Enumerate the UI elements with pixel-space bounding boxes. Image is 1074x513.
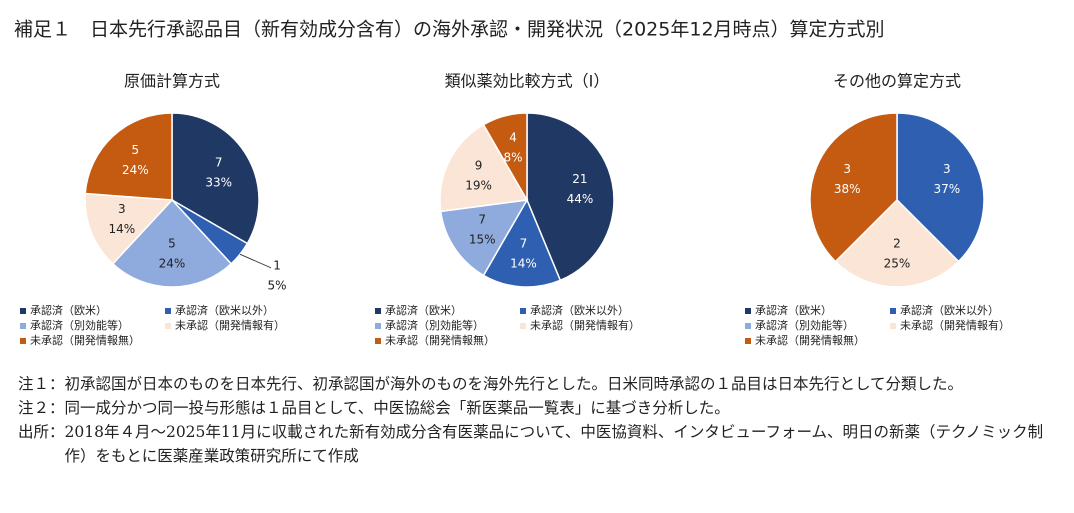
note: 出所： 2018年４月～2025年11月に収載された新有効成分含有医薬品について、… bbox=[18, 420, 1063, 468]
value-label: 7 bbox=[215, 156, 223, 170]
pie-slice bbox=[809, 112, 898, 263]
chart-title: 類似薬効比較方式（Ⅰ） bbox=[445, 72, 610, 91]
legend-label: 承認済（欧米） bbox=[385, 303, 462, 317]
legend-label: 承認済（欧米以外） bbox=[530, 303, 629, 317]
value-label: 2 bbox=[893, 236, 901, 250]
legend-label: 承認済（別効能等） bbox=[385, 318, 484, 332]
legend-label: 未承認（開発情報無） bbox=[755, 333, 865, 347]
percent-label: 8% bbox=[504, 150, 523, 164]
legend-marker bbox=[20, 338, 26, 344]
percent-label: 14% bbox=[510, 256, 537, 270]
percent-label: 14% bbox=[108, 222, 135, 236]
chart-area: 補足１ 日本先行承認品目（新有効成分含有）の海外承認・開発状況（2025年12月… bbox=[14, 19, 1010, 348]
percent-label: 37% bbox=[933, 182, 960, 196]
legend-label: 未承認（開発情報無） bbox=[30, 333, 140, 347]
pie-slice bbox=[171, 112, 260, 245]
legend-label: 未承認（開発情報有） bbox=[900, 318, 1010, 332]
percent-label: 44% bbox=[567, 192, 594, 206]
value-label: 3 bbox=[943, 162, 951, 176]
note-label: 注１： bbox=[18, 375, 65, 393]
legend-label: 未承認（開発情報有） bbox=[175, 318, 285, 332]
percent-label: 33% bbox=[205, 176, 232, 190]
value-label: 9 bbox=[475, 159, 483, 173]
pie-slice bbox=[84, 112, 173, 201]
legend-marker bbox=[20, 308, 26, 314]
legend-label: 承認済（別効能等） bbox=[30, 318, 129, 332]
value-label: 5 bbox=[168, 236, 176, 250]
pie-slice bbox=[834, 198, 960, 288]
note-label: 出所： bbox=[18, 423, 65, 441]
percent-label: 38% bbox=[834, 182, 861, 196]
legend-label: 承認済（欧米） bbox=[30, 303, 107, 317]
legend-marker bbox=[165, 323, 171, 329]
pie-slice bbox=[84, 192, 174, 265]
percent-label: 19% bbox=[465, 179, 492, 193]
note: 注２： 同一成分かつ同一投与形態は１品目として、中医協総会「新医薬品一覧表」に基づ… bbox=[18, 396, 1063, 420]
value-label: 21 bbox=[572, 172, 587, 186]
chart-title: その他の算定方式 bbox=[833, 72, 961, 91]
note-text: 初承認国が日本のものを日本先行、初承認国が海外のものを海外先行とした。日米同時承… bbox=[64, 375, 964, 393]
value-label: 5 bbox=[131, 143, 139, 157]
value-label: 3 bbox=[118, 202, 126, 216]
value-label: 3 bbox=[843, 162, 851, 176]
pie-slice bbox=[896, 112, 985, 263]
legend-label: 未承認（開発情報無） bbox=[385, 333, 495, 347]
legend-marker bbox=[890, 323, 896, 329]
legend-marker bbox=[520, 323, 526, 329]
note-text: 2018年４月～2025年11月に収載された新有効成分含有医薬品について、中医協… bbox=[64, 423, 1044, 465]
percent-label: 25% bbox=[884, 256, 911, 270]
pie-slice bbox=[526, 112, 615, 282]
legend-label: 承認済（別効能等） bbox=[755, 318, 854, 332]
pie-slice bbox=[111, 198, 233, 288]
legend-marker bbox=[375, 338, 381, 344]
legend-marker bbox=[375, 308, 381, 314]
value-label: 7 bbox=[478, 212, 486, 226]
legend-marker bbox=[520, 308, 526, 314]
note: 注１： 初承認国が日本のものを日本先行、初承認国が海外のものを海外先行とした。日米… bbox=[18, 372, 1063, 396]
leader-line bbox=[239, 253, 272, 269]
chart-title: 原価計算方式 bbox=[124, 72, 220, 91]
value-label: 1 bbox=[273, 258, 281, 272]
percent-label: 24% bbox=[122, 163, 149, 177]
legend-marker bbox=[165, 308, 171, 314]
pie-slice bbox=[482, 112, 528, 203]
value-label: 7 bbox=[520, 236, 528, 250]
pie-slice bbox=[482, 198, 562, 288]
legend-label: 承認済（欧米以外） bbox=[175, 303, 274, 317]
pie-slice bbox=[439, 199, 529, 277]
legend-label: 未承認（開発情報有） bbox=[530, 318, 640, 332]
percent-label: 5% bbox=[268, 278, 287, 292]
pie-slice bbox=[439, 123, 529, 213]
legend-marker bbox=[890, 308, 896, 314]
legend-marker bbox=[745, 308, 751, 314]
percent-label: 24% bbox=[159, 256, 186, 270]
legend-label: 承認済（欧米以外） bbox=[900, 303, 999, 317]
legend-label: 承認済（欧米） bbox=[755, 303, 832, 317]
legend-marker bbox=[375, 323, 381, 329]
legend-marker bbox=[745, 323, 751, 329]
note-text: 同一成分かつ同一投与形態は１品目として、中医協総会「新医薬品一覧表」に基づき分析… bbox=[64, 399, 730, 417]
notes: 注１： 初承認国が日本のものを日本先行、初承認国が海外のものを海外先行とした。日米… bbox=[18, 372, 1063, 468]
note-label: 注２： bbox=[18, 399, 65, 417]
legend-marker bbox=[745, 338, 751, 344]
percent-label: 15% bbox=[469, 232, 496, 246]
value-label: 4 bbox=[509, 130, 517, 144]
legend-marker bbox=[20, 323, 26, 329]
page-title: 補足１ 日本先行承認品目（新有効成分含有）の海外承認・開発状況（2025年12月… bbox=[14, 19, 885, 41]
